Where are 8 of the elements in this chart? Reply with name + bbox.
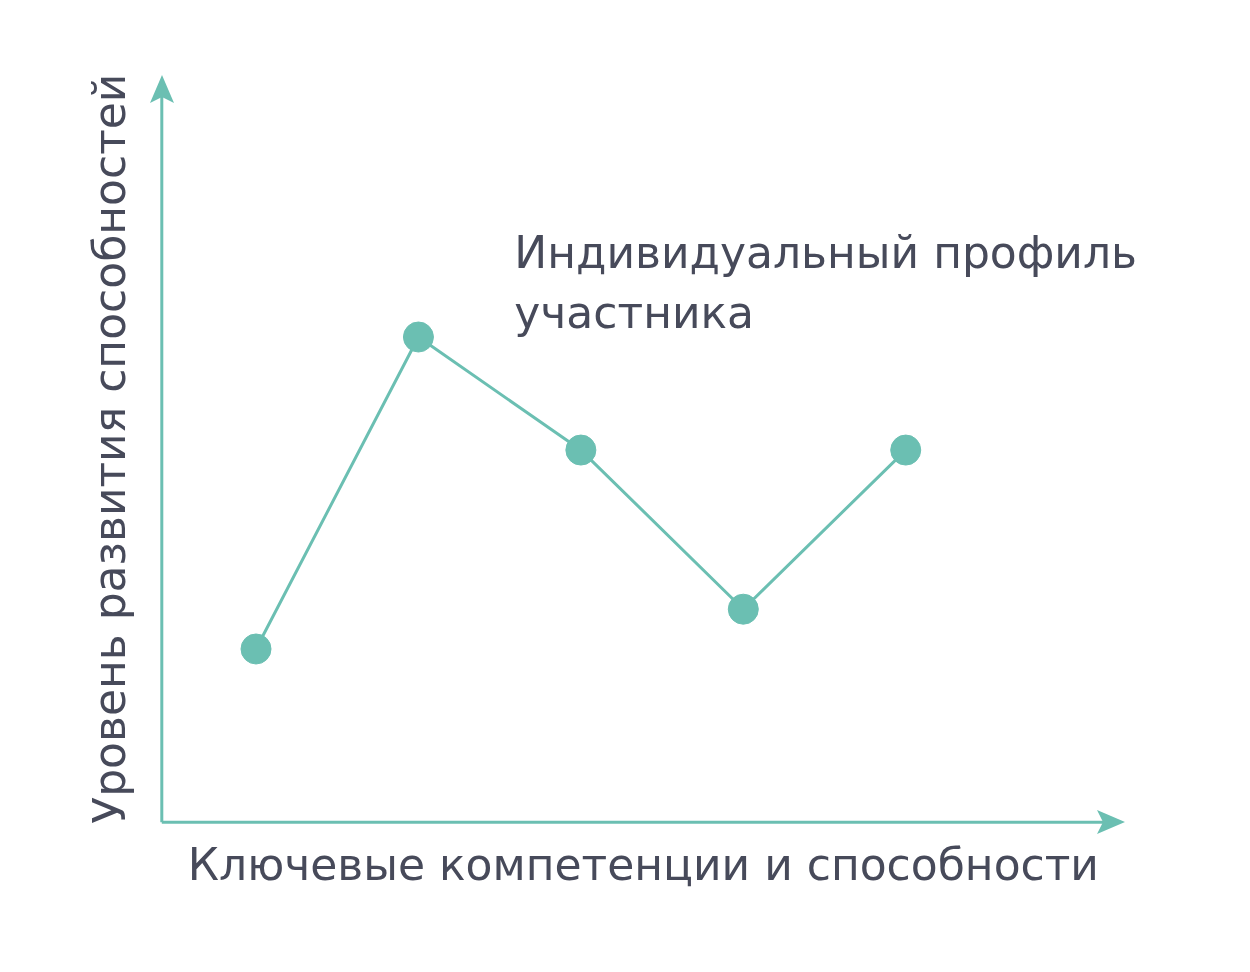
point [402, 321, 434, 353]
point [240, 633, 272, 665]
point [565, 434, 597, 466]
point [727, 593, 759, 625]
point [890, 434, 922, 466]
x-axis-title: Ключевые компетенции и способности [187, 839, 1099, 891]
y-axis-title: Уровень развития способностей [83, 73, 135, 824]
series-label: Индивидуальный профиль участника [514, 227, 1138, 338]
